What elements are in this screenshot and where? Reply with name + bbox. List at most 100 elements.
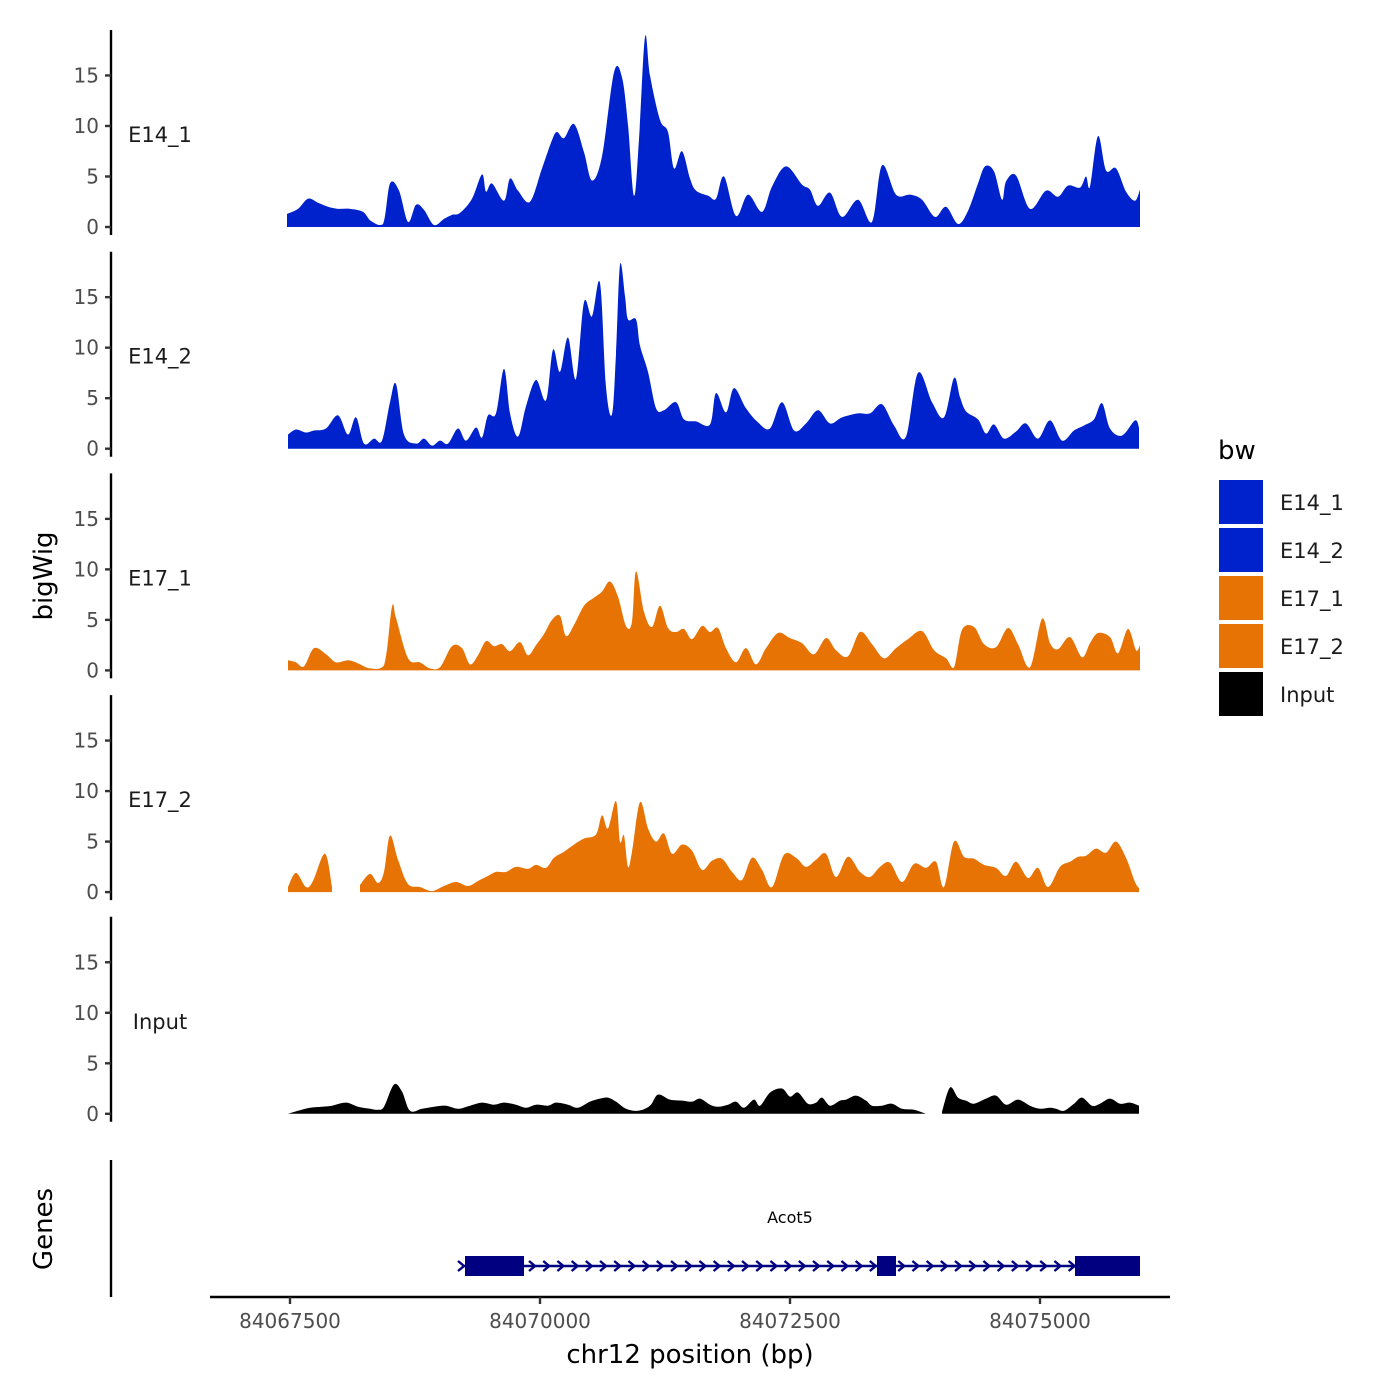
- strand-arrow-icon: [641, 1260, 651, 1272]
- strand-arrow-icon: [712, 1260, 722, 1272]
- strand-arrow-icon: [755, 1260, 765, 1272]
- strand-arrow-icon: [457, 1260, 466, 1272]
- strand-arrow-icon: [940, 1260, 949, 1272]
- track-label: Input: [133, 1010, 187, 1034]
- y-tick-label: 5: [86, 830, 99, 854]
- y-tick-label: 0: [86, 658, 99, 682]
- legend-label: Input: [1280, 683, 1334, 707]
- signal-area-E17_2: [360, 801, 1139, 893]
- y-tick-label: 10: [74, 557, 99, 581]
- strand-arrow-icon: [869, 1260, 878, 1272]
- strand-arrow-icon: [897, 1260, 907, 1272]
- signal-tracks: 0 5 10 15 E14_1 0 5 10 15 E14_2 0 5 10 15 E17_1 0 5 10 15 E…: [74, 30, 1140, 1126]
- x-tick-label: 84075000: [989, 1309, 1091, 1333]
- legend-title: bw: [1218, 436, 1256, 466]
- track-label: E17_2: [128, 788, 192, 813]
- signal-area-Input: [942, 1087, 1139, 1114]
- y-tick-label: 15: [74, 950, 99, 974]
- gene-exon: [465, 1256, 524, 1276]
- track-panel-E14_2: 0 5 10 15 E14_2: [74, 251, 1139, 461]
- signal-area-Input: [288, 1083, 926, 1114]
- strand-arrow-icon: [911, 1260, 921, 1272]
- strand-arrow-icon: [570, 1260, 580, 1272]
- y-axis-title-genes: Genes: [29, 1188, 59, 1270]
- y-tick-label: 0: [86, 880, 99, 904]
- strand-arrow-icon: [1053, 1260, 1063, 1272]
- strand-arrow-icon: [826, 1260, 836, 1272]
- strand-arrow-icon: [840, 1260, 850, 1272]
- strand-arrow-icon: [684, 1260, 694, 1272]
- track-panel-E14_1: 0 5 10 15 E14_1: [74, 30, 1140, 239]
- track-panel-Input: 0 5 10 15 Input: [74, 916, 1139, 1126]
- legend-label: E17_1: [1280, 587, 1344, 612]
- y-tick-label: 10: [74, 1001, 99, 1025]
- strand-arrow-icon: [812, 1260, 821, 1272]
- strand-arrow-icon: [925, 1260, 935, 1272]
- y-tick-label: 10: [74, 779, 99, 803]
- strand-arrow-icon: [528, 1260, 537, 1272]
- strand-arrow-icon: [968, 1260, 978, 1272]
- legend-swatch-E17_2: [1219, 624, 1263, 668]
- track-label: E14_1: [128, 123, 192, 148]
- strand-arrow-icon: [1067, 1260, 1077, 1272]
- legend-swatch-Input: [1219, 672, 1263, 716]
- x-tick-label: 84070000: [489, 1309, 591, 1333]
- y-tick-label: 10: [74, 114, 99, 138]
- y-tick-label: 15: [74, 507, 99, 531]
- gene-exon: [877, 1256, 896, 1276]
- strand-arrow-icon: [769, 1260, 779, 1272]
- strand-arrow-icon: [783, 1260, 793, 1272]
- strand-arrow-icon: [798, 1260, 807, 1272]
- legend-label: E17_2: [1280, 635, 1344, 660]
- strand-arrow-icon: [627, 1260, 637, 1272]
- track-panel-E17_1: 0 5 10 15 E17_1: [74, 473, 1140, 682]
- legend-label: E14_2: [1280, 539, 1344, 564]
- y-tick-label: 0: [86, 437, 99, 461]
- gene-exon: [1075, 1256, 1140, 1276]
- track-label: E14_2: [128, 345, 192, 370]
- y-tick-label: 15: [74, 729, 99, 753]
- y-tick-label: 5: [86, 386, 99, 410]
- strand-arrow-icon: [727, 1260, 736, 1272]
- y-tick-label: 15: [74, 285, 99, 309]
- strand-arrow-icon: [1025, 1260, 1034, 1272]
- y-tick-label: 0: [86, 215, 99, 239]
- gene-track: Acot5: [109, 1160, 1140, 1297]
- x-tick-label: 84067500: [239, 1309, 341, 1333]
- signal-area-E17_2: [288, 853, 332, 893]
- legend-label: E14_1: [1280, 491, 1344, 516]
- legend-swatch-E17_1: [1219, 576, 1263, 620]
- strand-arrow-icon: [1039, 1260, 1049, 1272]
- strand-arrow-icon: [982, 1260, 992, 1272]
- y-tick-label: 5: [86, 1051, 99, 1075]
- strand-arrow-icon: [656, 1260, 665, 1272]
- strand-arrow-icon: [1011, 1260, 1020, 1272]
- signal-area-E14_1: [287, 35, 1140, 227]
- track-panel-E17_2: 0 5 10 15 E17_2: [74, 695, 1139, 904]
- gene-name-label: Acot5: [767, 1208, 813, 1227]
- legend: bw E14_1 E14_2 E17_1 E17_2 Input: [1218, 436, 1344, 716]
- signal-area-E14_2: [288, 263, 1139, 449]
- x-axis-title: chr12 position (bp): [566, 1340, 813, 1370]
- strand-arrow-icon: [741, 1260, 750, 1272]
- signal-area-E17_1: [288, 571, 1140, 671]
- strand-arrow-icon: [599, 1260, 608, 1272]
- track-label: E17_1: [128, 566, 192, 591]
- y-tick-label: 5: [86, 608, 99, 632]
- y-tick-label: 5: [86, 164, 99, 188]
- strand-arrow-icon: [670, 1260, 679, 1272]
- y-axis-title-bigwig: bigWig: [29, 531, 59, 620]
- strand-arrow-icon: [556, 1260, 566, 1272]
- y-tick-label: 10: [74, 336, 99, 360]
- x-axis: 84067500 84070000 84072500 84075000: [210, 1295, 1170, 1333]
- x-tick-label: 84072500: [739, 1309, 841, 1333]
- strand-arrow-icon: [996, 1260, 1006, 1272]
- strand-arrow-icon: [613, 1260, 623, 1272]
- y-tick-label: 0: [86, 1102, 99, 1126]
- strand-arrow-icon: [698, 1260, 708, 1272]
- strand-arrow-icon: [954, 1260, 963, 1272]
- strand-arrow-icon: [854, 1260, 864, 1272]
- strand-arrow-icon: [542, 1260, 552, 1272]
- strand-arrow-icon: [585, 1260, 594, 1272]
